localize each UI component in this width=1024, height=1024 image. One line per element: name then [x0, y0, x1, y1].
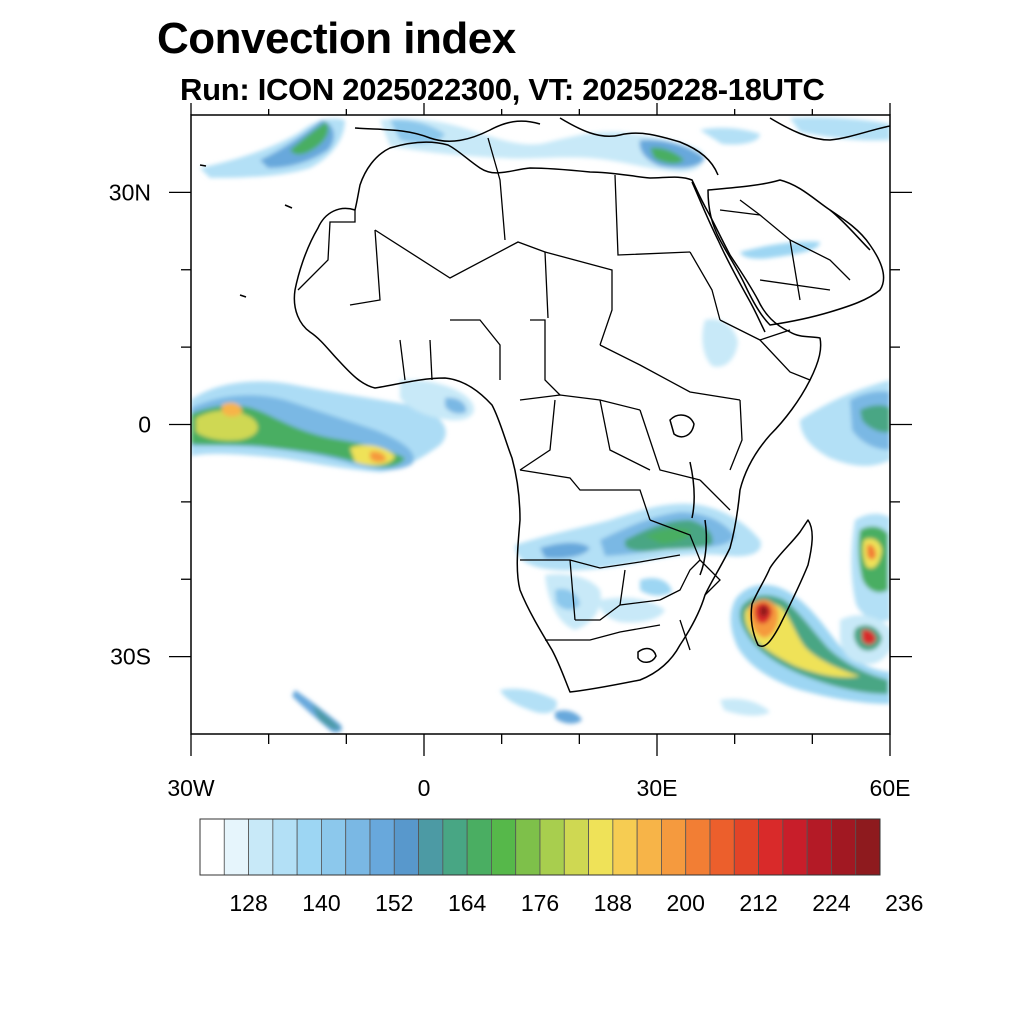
colorbar-swatch: [272, 818, 298, 876]
colorbar-swatch: [393, 818, 419, 876]
colorbar-swatch: [442, 818, 468, 876]
colorbar-label: 140: [302, 890, 340, 916]
colorbar-swatch: [588, 818, 614, 876]
colorbar-swatch: [418, 818, 444, 876]
colorbar-label: 176: [521, 890, 559, 916]
colorbar-frame: [199, 818, 881, 876]
colorbar-swatch: [831, 818, 857, 876]
colorbar-swatch: [515, 818, 541, 876]
colorbar-swatch: [855, 818, 881, 876]
colorbar-swatch: [636, 818, 662, 876]
colorbar-swatch: [223, 818, 249, 876]
colorbar-label: 200: [667, 890, 705, 916]
colorbar-labels: 128 140 152 164 176 188 200 212 224 236: [229, 890, 923, 916]
colorbar-swatch: [758, 818, 784, 876]
map-subtitle: Run: ICON 2025022300, VT: 20250228-18UTC: [180, 72, 825, 107]
lat-tick-label: 30N: [109, 179, 151, 205]
lon-tick-label: 30E: [637, 775, 678, 801]
colorbar-label: 164: [448, 890, 487, 916]
country-borders: [297, 137, 851, 651]
colorbar-swatch: [806, 818, 832, 876]
map-panel: 30W 0 30E 60E 30N 0 30S: [109, 103, 912, 801]
colorbar-swatch: [661, 818, 687, 876]
lat-tick-label: 30S: [110, 644, 151, 670]
colorbar-swatch: [563, 818, 589, 876]
coastlines: [199, 117, 890, 693]
map-title: Convection index: [157, 14, 516, 63]
lon-tick-label: 30W: [167, 775, 215, 801]
colorbar: [199, 818, 881, 876]
axis-tick-labels: 30W 0 30E 60E 30N 0 30S: [109, 179, 911, 801]
colorbar-swatch: [296, 818, 322, 876]
colorbar-swatch: [733, 818, 759, 876]
colorbar-swatch: [685, 818, 711, 876]
colorbar-swatch: [612, 818, 638, 876]
colorbar-swatch: [369, 818, 395, 876]
colorbar-label: 152: [375, 890, 413, 916]
colorbar-swatch: [345, 818, 371, 876]
colorbar-label: 212: [739, 890, 777, 916]
colorbar-swatch: [466, 818, 492, 876]
colorbar-swatch: [709, 818, 735, 876]
convection-field: [191, 117, 890, 733]
colorbar-swatch: [539, 818, 565, 876]
colorbar-swatch: [491, 818, 517, 876]
colorbar-swatch: [248, 818, 274, 876]
colorbar-label: 236: [885, 890, 923, 916]
colorbar-swatch: [321, 818, 347, 876]
colorbar-label: 224: [812, 890, 851, 916]
lon-tick-label: 0: [418, 775, 431, 801]
axis-ticks: [169, 103, 912, 756]
colorbar-swatch: [199, 818, 225, 876]
lat-tick-label: 0: [138, 412, 151, 438]
lon-tick-label: 60E: [870, 775, 911, 801]
colorbar-label: 128: [229, 890, 267, 916]
colorbar-label: 188: [594, 890, 632, 916]
colorbar-swatch: [782, 818, 808, 876]
